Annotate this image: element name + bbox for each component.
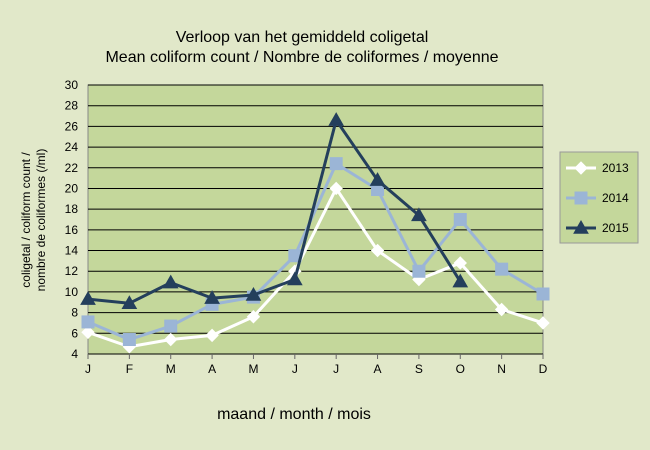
legend-marker-2015 xyxy=(573,219,589,234)
data-point-2014 xyxy=(495,262,509,276)
legend-marker-2013 xyxy=(574,161,588,175)
y-axis-title-line-1: coligetal / coliform count / xyxy=(19,152,33,288)
legend-label-2015: 2015 xyxy=(602,221,629,235)
chart-title-line-2: Mean coliform count / Nombre de coliform… xyxy=(105,49,498,66)
gridlines xyxy=(88,84,543,355)
data-point-2015 xyxy=(328,112,345,126)
x-tick-label: J xyxy=(85,362,91,376)
y-tick-label: 16 xyxy=(65,223,79,237)
x-tick-label: M xyxy=(248,362,258,376)
data-point-2015 xyxy=(411,207,427,222)
plot-area xyxy=(87,84,544,355)
legend: 2013 2014 2015 xyxy=(559,151,639,244)
y-tick-label: 4 xyxy=(71,347,78,361)
data-point-2014 xyxy=(412,264,426,278)
y-tick-label: 24 xyxy=(65,140,79,154)
legend-item-2013: 2013 xyxy=(566,161,629,175)
chart-title-line-1: Verloop van het gemiddeld coligetal xyxy=(176,29,429,46)
data-point-2013 xyxy=(536,316,550,330)
series-layer xyxy=(80,112,550,354)
data-point-2015 xyxy=(204,290,220,304)
x-tick-label: J xyxy=(292,362,298,376)
legend-label-2013: 2013 xyxy=(602,161,629,175)
legend-marker-2014 xyxy=(574,191,588,205)
x-tick-label: F xyxy=(126,362,133,376)
data-point-2015 xyxy=(121,295,138,310)
data-point-2014 xyxy=(122,333,136,347)
x-tick-label: J xyxy=(333,362,339,376)
legend-item-2015: 2015 xyxy=(566,219,629,235)
series-line-2014 xyxy=(87,162,544,342)
y-axis-title-line-2: nombre de coliformes (/ml) xyxy=(34,149,48,292)
y-tick-label: 12 xyxy=(65,264,79,278)
data-point-2014 xyxy=(164,319,178,333)
x-tick-label: S xyxy=(415,362,423,376)
data-point-2015 xyxy=(452,273,469,288)
data-point-2014 xyxy=(536,287,550,301)
data-point-2015 xyxy=(162,274,179,289)
y-tick-label: 22 xyxy=(65,161,79,175)
data-point-2015 xyxy=(245,287,262,301)
data-point-2013 xyxy=(205,328,219,343)
y-tick-label: 18 xyxy=(65,202,79,216)
legend-item-2014: 2014 xyxy=(566,191,629,205)
data-point-2014 xyxy=(81,315,95,329)
series-2014 xyxy=(81,157,550,347)
data-point-2013 xyxy=(494,302,509,317)
data-point-2013 xyxy=(164,332,178,347)
legend-items: 2013 2014 2015 xyxy=(566,161,629,235)
data-point-2013 xyxy=(81,325,95,339)
series-line-2015 xyxy=(87,118,462,305)
y-tick-label: 6 xyxy=(71,326,78,340)
data-point-2014 xyxy=(453,213,467,226)
data-point-2014 xyxy=(329,157,343,171)
data-point-2013 xyxy=(453,256,467,270)
x-tick-label: M xyxy=(166,362,176,376)
series-2015 xyxy=(80,112,469,310)
legend-label-2014: 2014 xyxy=(602,191,629,205)
data-point-2015 xyxy=(369,172,386,186)
y-tick-label: 14 xyxy=(65,244,79,258)
y-tick-label: 20 xyxy=(65,181,79,195)
data-point-2013 xyxy=(329,181,343,196)
x-tick-label: N xyxy=(497,362,506,376)
x-axis-title: maand / month / mois xyxy=(217,406,371,423)
y-tick-label: 8 xyxy=(71,306,78,320)
x-tick-label: O xyxy=(456,362,465,376)
y-tick-label: 10 xyxy=(65,285,79,299)
data-point-2013 xyxy=(370,243,385,258)
data-point-2015 xyxy=(80,291,96,305)
y-axis-ticks: 4 6 8 10 12 14 16 18 20 22 24 26 28 30 xyxy=(65,78,79,361)
data-point-2013 xyxy=(246,310,261,324)
y-tick-label: 26 xyxy=(65,119,79,133)
x-tick-label: D xyxy=(539,362,548,376)
x-tick-label: A xyxy=(374,362,382,376)
data-point-2015 xyxy=(286,271,303,286)
y-tick-label: 28 xyxy=(65,99,79,113)
x-tick-label: A xyxy=(208,362,216,376)
series-line-2013 xyxy=(87,186,544,349)
y-tick-label: 30 xyxy=(65,78,79,92)
